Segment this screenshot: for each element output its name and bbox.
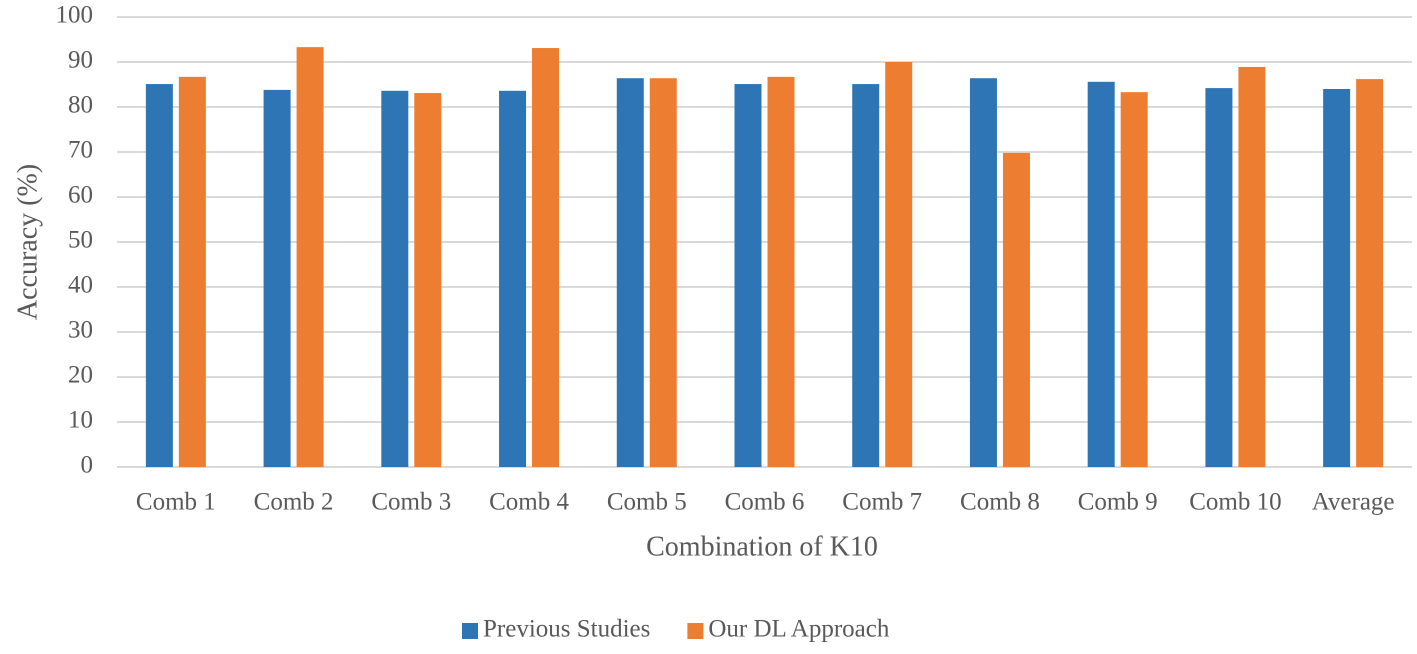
bar — [532, 48, 560, 468]
y-tick-label: 90 — [68, 47, 93, 74]
bar — [499, 90, 527, 468]
x-tick-label: Average — [1312, 489, 1395, 516]
x-tick-label: Comb 4 — [489, 489, 569, 516]
x-tick-label: Comb 9 — [1078, 489, 1158, 516]
x-tick-label: Comb 10 — [1189, 489, 1281, 516]
legend-label: Previous Studies — [483, 616, 650, 643]
bar — [414, 93, 442, 468]
legend-swatch — [462, 623, 478, 639]
bar — [649, 78, 677, 467]
y-tick-label: 40 — [68, 272, 93, 299]
bar — [263, 89, 291, 468]
bar — [885, 62, 913, 467]
x-tick-label: Comb 1 — [136, 489, 216, 516]
bar — [1087, 81, 1115, 468]
bar — [1238, 66, 1266, 467]
bar — [1323, 89, 1351, 467]
bar — [1356, 79, 1384, 467]
bar — [178, 76, 206, 467]
x-tick-label: Comb 3 — [371, 489, 451, 516]
bar — [1002, 152, 1030, 467]
x-tick-label: Comb 5 — [607, 489, 687, 516]
bar — [145, 84, 173, 468]
y-tick-label: 30 — [68, 317, 93, 344]
y-axis-title: Accuracy (%) — [12, 164, 43, 320]
bar — [616, 78, 644, 467]
legend-swatch — [687, 623, 704, 639]
bar — [852, 84, 880, 468]
x-tick-label: Comb 2 — [254, 489, 334, 516]
y-tick-label: 0 — [81, 452, 94, 479]
bar — [734, 84, 762, 468]
x-tick-label: Comb 6 — [725, 489, 805, 516]
bar — [1205, 88, 1233, 467]
bar — [381, 90, 409, 468]
bar — [296, 47, 324, 468]
bar — [969, 78, 997, 467]
y-tick-label: 10 — [68, 407, 93, 434]
y-tick-label: 60 — [68, 182, 93, 209]
y-tick-label: 70 — [68, 137, 93, 164]
y-tick-label: 20 — [68, 362, 93, 389]
bar — [767, 76, 795, 467]
legend-label: Our DL Approach — [708, 616, 889, 643]
bar — [1120, 92, 1148, 468]
y-tick-label: 100 — [56, 2, 94, 29]
y-tick-label: 80 — [68, 92, 93, 119]
x-tick-label: Comb 8 — [960, 489, 1040, 516]
x-axis-title: Combination of K10 — [646, 531, 878, 562]
x-tick-label: Comb 7 — [842, 489, 922, 516]
y-tick-label: 50 — [68, 227, 93, 254]
